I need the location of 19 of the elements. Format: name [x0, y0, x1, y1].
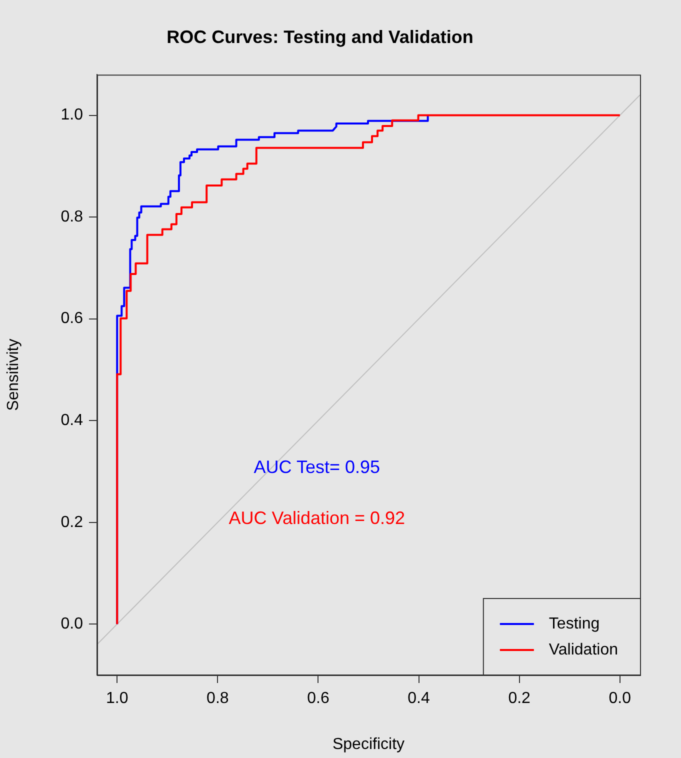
annotation: AUC Test= 0.95	[254, 456, 380, 477]
legend-label: Testing	[548, 615, 600, 632]
y-tick-label: 1.0	[60, 106, 84, 124]
y-tick-label: 0.6	[60, 310, 84, 328]
x-tick-label: 0.6	[307, 690, 330, 708]
x-tick-label: 0.8	[206, 690, 229, 708]
x-axis-title: Specificity	[332, 736, 405, 753]
chart-title: ROC Curves: Testing and Validation	[166, 26, 474, 47]
annotation: AUC Validation = 0.92	[228, 508, 406, 528]
x-tick-label: 1.0	[106, 690, 128, 708]
y-tick-label: 0.8	[60, 208, 84, 226]
x-tick-label: 0.0	[608, 690, 632, 708]
y-axis-title: Sensitivity	[5, 338, 22, 411]
y-tick-label: 0.0	[60, 616, 84, 633]
legend-label: Validation	[548, 641, 618, 658]
x-tick-label: 0.4	[408, 690, 430, 708]
y-tick-label: 0.4	[60, 412, 84, 429]
x-tick-label: 0.2	[508, 690, 531, 708]
y-tick-label: 0.2	[60, 514, 84, 531]
